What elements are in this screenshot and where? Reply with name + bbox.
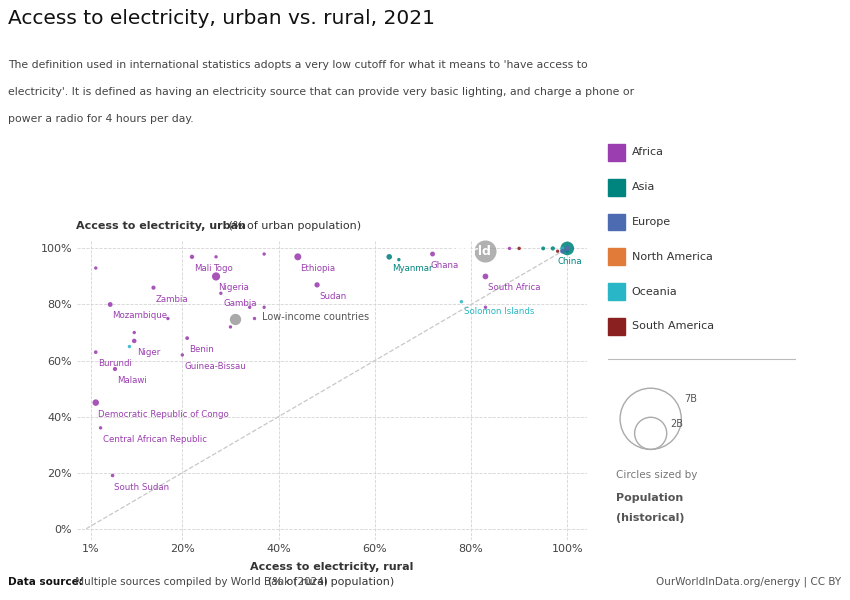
Point — [229, 314, 242, 323]
Text: Population: Population — [616, 493, 683, 503]
Point — [214, 289, 228, 298]
Text: South Africa: South Africa — [488, 283, 541, 292]
Point — [104, 299, 117, 309]
Point — [536, 244, 550, 253]
Text: Togo: Togo — [213, 264, 234, 273]
Point — [243, 302, 257, 312]
Text: Niger: Niger — [137, 348, 160, 357]
Point — [556, 247, 570, 256]
Point — [89, 347, 103, 357]
Point — [185, 252, 199, 262]
Text: Zambia: Zambia — [156, 295, 189, 304]
Point — [560, 244, 574, 253]
Text: Mali: Mali — [195, 264, 212, 273]
Text: Ghana: Ghana — [430, 261, 458, 270]
Text: Access to electricity, urban: Access to electricity, urban — [76, 221, 246, 231]
Text: electricity'. It is defined as having an electricity source that can provide ver: electricity'. It is defined as having an… — [8, 87, 635, 97]
Text: OurWorldInData.org/energy | CC BY: OurWorldInData.org/energy | CC BY — [656, 576, 842, 587]
Point — [479, 302, 492, 312]
Text: 2B: 2B — [670, 419, 683, 429]
Text: Low-income countries: Low-income countries — [262, 312, 369, 322]
Text: (historical): (historical) — [616, 513, 685, 523]
Text: Circles sized by: Circles sized by — [616, 470, 698, 480]
Point — [122, 342, 136, 352]
Text: (% of rural population): (% of rural population) — [269, 577, 394, 587]
Text: World: World — [450, 245, 491, 258]
Point — [556, 244, 570, 253]
Point — [128, 336, 141, 346]
Point — [546, 244, 559, 253]
Text: Solomon Islands: Solomon Islands — [464, 307, 534, 316]
Point — [128, 328, 141, 337]
Point — [162, 314, 175, 323]
Point — [94, 423, 107, 433]
Text: Ethiopia: Ethiopia — [300, 264, 336, 273]
Text: South America: South America — [632, 322, 714, 331]
Text: North America: North America — [632, 252, 712, 262]
Text: Our World: Our World — [728, 16, 788, 25]
Point — [176, 350, 190, 360]
Text: Guinea-Bissau: Guinea-Bissau — [184, 362, 246, 371]
Point — [89, 398, 103, 407]
Text: Malawi: Malawi — [117, 376, 147, 385]
Point — [89, 263, 103, 273]
Point — [479, 272, 492, 281]
Point — [502, 244, 516, 253]
Text: Benin: Benin — [190, 345, 214, 354]
Text: Burundi: Burundi — [98, 359, 132, 368]
Point — [258, 302, 271, 312]
Text: (% of urban population): (% of urban population) — [225, 221, 361, 231]
Point — [209, 272, 223, 281]
Text: China: China — [558, 257, 582, 266]
Point — [258, 249, 271, 259]
Text: Central African Republic: Central African Republic — [103, 435, 207, 444]
Text: Nigeria: Nigeria — [218, 283, 249, 292]
Point — [551, 247, 564, 256]
Text: Gambia: Gambia — [224, 299, 257, 308]
Point — [426, 249, 439, 259]
Text: in Data: in Data — [737, 35, 779, 45]
Text: power a radio for 4 hours per day.: power a radio for 4 hours per day. — [8, 114, 194, 124]
Text: South Sudan: South Sudan — [114, 482, 169, 491]
Point — [455, 297, 468, 307]
Text: Access to electricity, urban vs. rural, 2021: Access to electricity, urban vs. rural, … — [8, 9, 435, 28]
Text: Access to electricity, rural: Access to electricity, rural — [250, 562, 413, 572]
Text: 7B: 7B — [684, 394, 697, 404]
Text: Sudan: Sudan — [320, 292, 347, 301]
Point — [291, 252, 304, 262]
Point — [560, 244, 574, 253]
Text: Democratic Republic of Congo: Democratic Republic of Congo — [98, 410, 229, 419]
Text: Data source:: Data source: — [8, 577, 83, 587]
Point — [382, 252, 396, 262]
Point — [310, 280, 324, 290]
Text: Africa: Africa — [632, 148, 664, 157]
Point — [147, 283, 161, 292]
Point — [180, 334, 194, 343]
Text: Asia: Asia — [632, 182, 654, 192]
Text: Mozambique: Mozambique — [112, 311, 167, 320]
Point — [560, 244, 574, 253]
Point — [560, 247, 574, 256]
Point — [224, 322, 237, 332]
Point — [209, 252, 223, 262]
Point — [105, 471, 119, 481]
Text: The definition used in international statistics adopts a very low cutoff for wha: The definition used in international sta… — [8, 60, 588, 70]
Text: Multiple sources compiled by World Bank (2024): Multiple sources compiled by World Bank … — [72, 577, 328, 587]
Point — [392, 255, 405, 265]
Text: Oceania: Oceania — [632, 287, 677, 296]
Point — [108, 364, 122, 374]
Text: Myanmar: Myanmar — [392, 264, 432, 273]
Point — [247, 314, 261, 323]
Point — [513, 244, 526, 253]
Point — [479, 247, 492, 256]
Text: Europe: Europe — [632, 217, 671, 227]
